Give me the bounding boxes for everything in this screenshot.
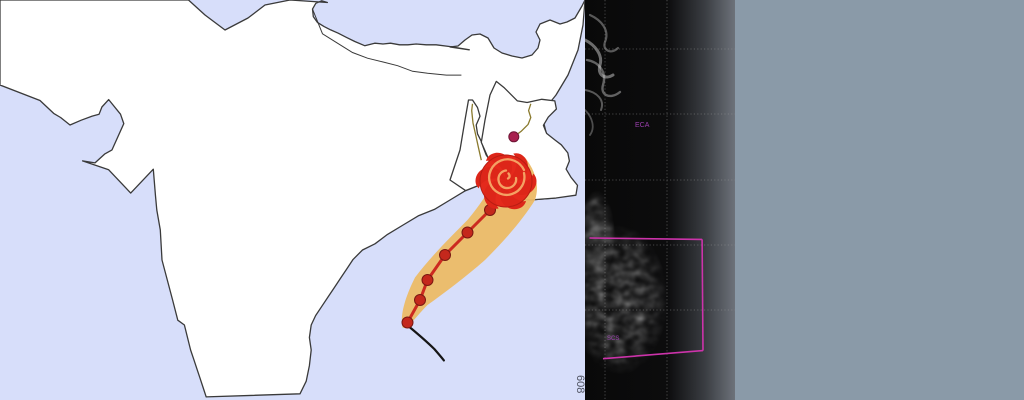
svg-text:608: 608	[574, 375, 585, 393]
svg-text:ECA: ECA	[635, 122, 650, 129]
svg-text:SCS: SCS	[607, 336, 619, 342]
